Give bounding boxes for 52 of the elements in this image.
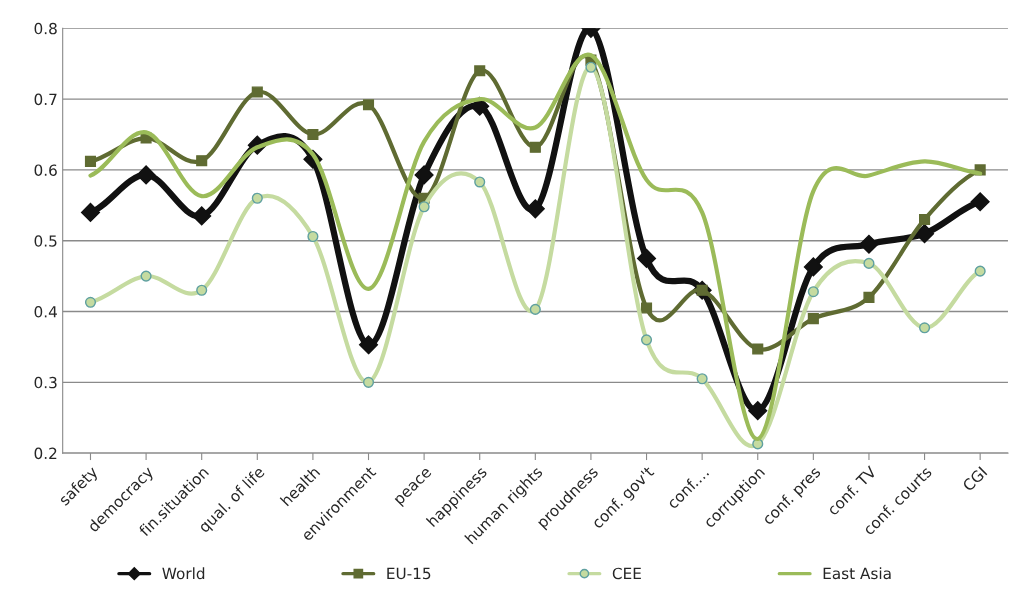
point [140,270,152,282]
point [84,155,97,167]
point [529,303,541,315]
point [859,234,879,254]
point [307,128,319,141]
legend-label: East Asia [823,567,891,580]
point [362,376,375,388]
y-tick-label: 0.7 [34,93,57,106]
y-tick-label: 0.6 [34,164,57,176]
point [863,257,875,269]
point [637,248,657,268]
point [919,213,931,226]
y-tick-label: 0.8 [34,22,57,35]
point [307,230,319,243]
point [915,224,935,244]
point [525,199,545,219]
point [362,99,375,111]
legend-label: World [162,567,205,580]
point [80,202,101,222]
y-tick-label: 0.5 [34,235,57,247]
x-tick-label: CGI [961,466,988,492]
point [136,165,156,185]
point [807,286,819,298]
point [358,335,379,355]
y-tick-label: 0.4 [34,305,57,318]
y-tick-label: 0.2 [34,447,57,460]
point [474,176,486,188]
point [529,141,541,153]
point [748,401,768,421]
point [970,192,990,212]
point [251,192,263,204]
point [696,373,708,385]
point [251,86,263,98]
point [919,322,931,334]
point [192,206,212,226]
point [640,302,653,314]
point [752,343,764,355]
point [803,257,823,277]
legend-label: EU-15 [387,567,431,580]
point [474,65,486,77]
point [863,291,875,303]
point [807,313,819,325]
point [640,334,653,346]
point [418,201,430,213]
y-tick-label: 0.3 [34,376,57,389]
point [196,284,208,296]
point [974,265,986,277]
point [414,165,434,185]
point [84,296,97,308]
legend-label: CEE [612,567,641,580]
point [196,155,208,167]
point [585,61,597,73]
